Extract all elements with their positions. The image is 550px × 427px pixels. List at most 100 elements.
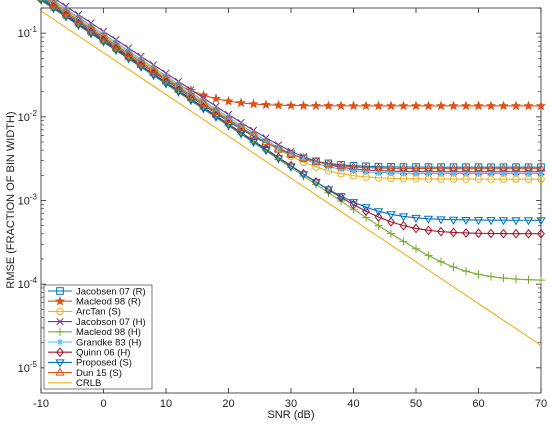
data-point bbox=[449, 262, 458, 272]
data-point bbox=[75, 14, 82, 21]
legend-entry: Dun 15 (S) bbox=[76, 368, 122, 379]
data-point bbox=[38, 0, 44, 5]
data-point bbox=[48, 5, 59, 14]
data-point bbox=[535, 100, 547, 111]
data-point bbox=[323, 100, 334, 111]
data-point bbox=[460, 100, 472, 111]
data-point bbox=[161, 80, 171, 89]
data-point bbox=[474, 270, 483, 279]
axis-ticks: -10 0 10 20 30 40 50 60 70 10-5 10-4 10-3 10-2 10-1 bbox=[18, 7, 547, 410]
data-point bbox=[374, 212, 383, 222]
data-point bbox=[148, 71, 159, 81]
data-point bbox=[235, 97, 247, 108]
data-point bbox=[73, 15, 84, 24]
data-point bbox=[173, 88, 184, 97]
data-point bbox=[423, 163, 434, 172]
legend: Jacobsen 07 (R)Macleod 98 (R)ArcTan (S)J… bbox=[43, 284, 153, 390]
data-point bbox=[55, 359, 65, 368]
data-point bbox=[287, 150, 295, 157]
y-tick-label: 10-2 bbox=[18, 109, 38, 124]
data-point bbox=[62, 5, 70, 13]
legend-entry: Proposed (S) bbox=[76, 358, 132, 369]
data-point bbox=[198, 89, 209, 100]
y-axis-label: RMSE (FRACTION OF BIN WIDTH) bbox=[5, 111, 17, 288]
data-point bbox=[175, 80, 182, 88]
data-point bbox=[512, 228, 520, 239]
data-point bbox=[424, 251, 433, 260]
data-point bbox=[437, 226, 445, 237]
y-tick-label: 10-5 bbox=[18, 360, 38, 375]
data-point bbox=[223, 114, 234, 123]
data-point bbox=[236, 122, 246, 131]
data-point bbox=[498, 217, 509, 226]
data-point bbox=[412, 170, 420, 177]
data-point bbox=[56, 347, 64, 358]
data-point bbox=[49, 0, 58, 2]
data-point bbox=[112, 39, 120, 46]
data-point bbox=[399, 220, 408, 231]
data-point bbox=[286, 163, 296, 172]
data-point bbox=[111, 46, 121, 55]
data-point bbox=[448, 100, 459, 111]
data-point bbox=[375, 169, 382, 176]
data-point bbox=[411, 163, 421, 172]
data-point bbox=[136, 63, 146, 72]
data-point bbox=[300, 155, 307, 163]
data-point bbox=[198, 98, 209, 107]
data-point bbox=[373, 208, 384, 217]
data-point bbox=[362, 206, 370, 217]
data-point bbox=[473, 217, 484, 226]
data-point bbox=[223, 95, 234, 106]
data-point bbox=[148, 65, 159, 74]
data-point bbox=[362, 168, 370, 176]
x-tick-label: 70 bbox=[535, 398, 547, 410]
data-point bbox=[186, 90, 196, 99]
data-point bbox=[473, 163, 484, 172]
data-point bbox=[523, 217, 534, 226]
data-point bbox=[461, 163, 471, 172]
data-point bbox=[273, 99, 284, 110]
data-point bbox=[487, 228, 495, 239]
data-point bbox=[475, 170, 482, 177]
data-point bbox=[162, 72, 170, 80]
data-point bbox=[261, 137, 271, 146]
data-point bbox=[248, 98, 259, 109]
series-line bbox=[40, 10, 542, 346]
data-point bbox=[436, 163, 446, 172]
legend-entry: Grandke 83 (H) bbox=[76, 337, 141, 348]
data-point bbox=[350, 167, 357, 175]
data-point bbox=[511, 163, 521, 172]
data-point bbox=[360, 100, 372, 111]
data-point bbox=[187, 89, 195, 96]
data-point bbox=[423, 215, 434, 224]
data-point bbox=[261, 147, 271, 156]
data-point bbox=[537, 228, 545, 239]
data-point bbox=[61, 13, 71, 22]
data-point bbox=[248, 138, 259, 147]
data-point bbox=[449, 227, 458, 238]
data-point bbox=[298, 171, 309, 180]
data-point bbox=[73, 21, 84, 30]
data-point bbox=[473, 100, 484, 111]
data-point bbox=[486, 163, 496, 172]
data-point bbox=[250, 129, 257, 137]
data-point bbox=[335, 100, 347, 111]
data-point bbox=[537, 170, 545, 177]
data-point bbox=[56, 317, 64, 326]
data-point bbox=[536, 217, 546, 226]
legend-entry: Macleod 98 (H) bbox=[76, 327, 141, 338]
data-point bbox=[136, 57, 146, 66]
data-point bbox=[512, 170, 520, 177]
x-axis-label: SNR (dB) bbox=[267, 409, 314, 421]
legend-entry: CRLB bbox=[76, 378, 101, 389]
data-point bbox=[499, 273, 508, 283]
marker-group bbox=[36, 0, 547, 285]
data-point bbox=[98, 32, 109, 41]
data-point bbox=[410, 100, 422, 111]
data-point bbox=[462, 170, 470, 177]
data-point bbox=[286, 148, 296, 157]
data-point bbox=[248, 130, 259, 139]
data-point bbox=[487, 170, 495, 177]
data-point bbox=[498, 100, 509, 111]
y-tick-label: 10-3 bbox=[18, 193, 38, 208]
